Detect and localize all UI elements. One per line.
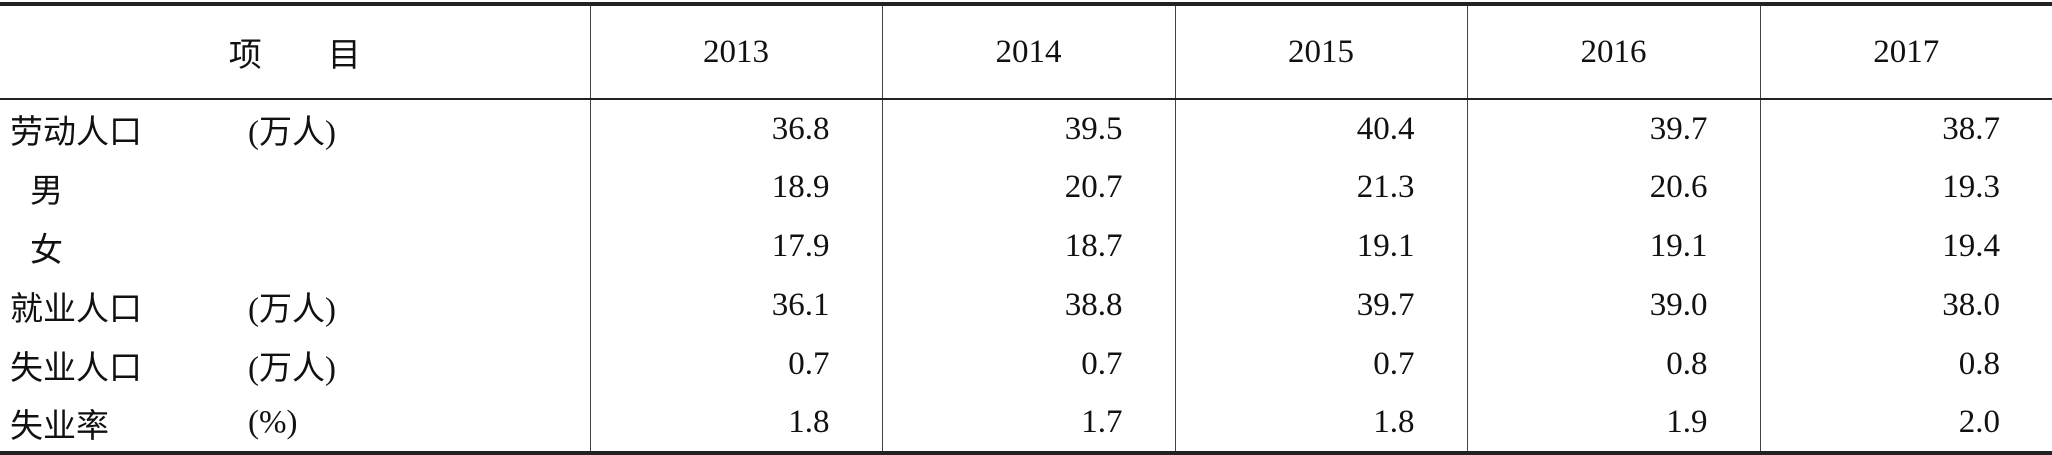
value-cell: 36.1 bbox=[589, 276, 882, 335]
header-cell: 项 目 bbox=[228, 38, 361, 74]
header-cell: 2014 bbox=[881, 4, 1175, 99]
value-cell: 19.1 bbox=[1466, 217, 1760, 276]
value-cell: 19.3 bbox=[1759, 158, 2052, 217]
row-unit: (万人) bbox=[248, 350, 336, 387]
value-cell: 0.8 bbox=[1466, 335, 1760, 394]
row-name: 失业人口 bbox=[10, 350, 142, 387]
value-cell: 39.7 bbox=[1466, 99, 1760, 158]
row-unit: (万人) bbox=[248, 115, 336, 151]
table-row: 劳动人口 (万人) 36.8 39.5 40.4 39.7 38.7 bbox=[0, 99, 2052, 158]
value-cell: 2.0 bbox=[1759, 394, 2052, 453]
value-cell: 18.7 bbox=[881, 217, 1175, 276]
table-row: 就业人口 (万人) 36.1 38.8 39.7 39.0 38.0 bbox=[0, 276, 2052, 335]
table-row: 女 17.9 18.7 19.1 19.1 19.4 bbox=[0, 217, 2052, 276]
value-cell: 1.7 bbox=[881, 394, 1175, 453]
row-name: 就业人口 bbox=[10, 291, 142, 328]
value-cell: 0.7 bbox=[589, 335, 882, 394]
value-cell: 19.1 bbox=[1174, 217, 1467, 276]
value-cell: 38.0 bbox=[1759, 276, 2052, 335]
value-cell: 19.4 bbox=[1759, 217, 2052, 276]
table-row: 失业人口 (万人) 0.7 0.7 0.7 0.8 0.8 bbox=[0, 335, 2052, 394]
value-cell: 39.7 bbox=[1174, 276, 1467, 335]
row-unit: (万人) bbox=[248, 291, 336, 328]
value-cell: 0.7 bbox=[1174, 335, 1467, 394]
row-label-cell: 女 bbox=[0, 217, 590, 276]
value-cell: 36.8 bbox=[589, 99, 882, 158]
value-cell: 18.9 bbox=[589, 158, 882, 217]
value-cell: 38.8 bbox=[881, 276, 1175, 335]
header-row: 项 目 2013 2014 2015 2016 2017 bbox=[0, 4, 2052, 99]
value-cell: 1.8 bbox=[1174, 394, 1467, 453]
table-row: 男 18.9 20.7 21.3 20.6 19.3 bbox=[0, 158, 2052, 217]
value-cell: 17.9 bbox=[589, 217, 882, 276]
header-cell: 2017 bbox=[1759, 4, 2052, 99]
value-cell: 0.7 bbox=[881, 335, 1175, 394]
row-label-cell: 劳动人口 (万人) bbox=[0, 99, 590, 158]
value-cell: 0.8 bbox=[1759, 335, 2052, 394]
row-label-cell: 就业人口 (万人) bbox=[0, 276, 590, 335]
row-name: 劳动人口 bbox=[10, 115, 142, 151]
row-name: 失业率 bbox=[10, 408, 109, 445]
value-cell: 20.6 bbox=[1466, 158, 1760, 217]
row-label-cell: 男 bbox=[0, 158, 590, 217]
value-cell: 20.7 bbox=[881, 158, 1175, 217]
header-cell: 2015 bbox=[1174, 4, 1467, 99]
row-unit: (%) bbox=[248, 404, 298, 440]
row-name: 男 bbox=[30, 173, 63, 210]
value-cell: 39.5 bbox=[881, 99, 1175, 158]
header-cell: 2013 bbox=[589, 4, 882, 99]
row-label-cell: 失业率 (%) bbox=[0, 394, 590, 453]
row-name: 女 bbox=[30, 232, 63, 269]
value-cell: 1.8 bbox=[589, 394, 882, 453]
row-label-cell: 失业人口 (万人) bbox=[0, 335, 590, 394]
value-cell: 21.3 bbox=[1174, 158, 1467, 217]
value-cell: 40.4 bbox=[1174, 99, 1467, 158]
header-cell: 2016 bbox=[1466, 4, 1760, 99]
table-body: 劳动人口 (万人) 36.8 39.5 40.4 39.7 38.7 男 18.9 20.7 21.… bbox=[0, 99, 2052, 453]
value-cell: 39.0 bbox=[1466, 276, 1760, 335]
table-row: 失业率 (%) 1.8 1.7 1.8 1.9 2.0 bbox=[0, 394, 2052, 453]
value-cell: 1.9 bbox=[1466, 394, 1760, 453]
value-cell: 38.7 bbox=[1759, 99, 2052, 158]
table-header: 项 目 2013 2014 2015 2016 2017 bbox=[0, 4, 2052, 99]
